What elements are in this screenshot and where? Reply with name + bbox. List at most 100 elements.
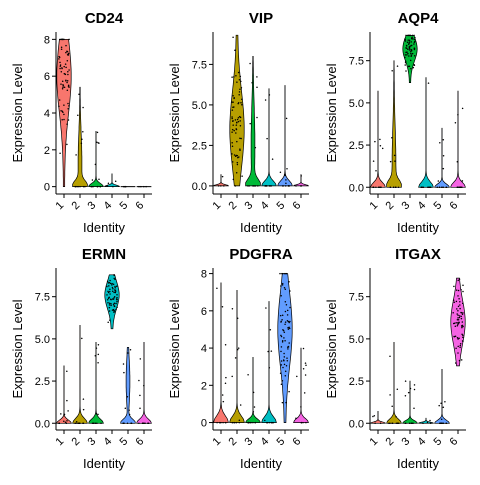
cell-point bbox=[461, 302, 464, 305]
cell-point bbox=[280, 320, 282, 323]
cell-point bbox=[232, 178, 235, 181]
cell-point bbox=[97, 413, 99, 416]
cell-point bbox=[280, 335, 283, 338]
violin-cd24-4 bbox=[104, 173, 120, 188]
cell-point bbox=[65, 51, 67, 54]
cell-point bbox=[380, 186, 382, 189]
cell-point bbox=[445, 422, 447, 425]
y-tick-label: 7.5 bbox=[192, 59, 207, 71]
cell-point bbox=[240, 101, 242, 104]
cell-point bbox=[407, 43, 410, 45]
cell-point bbox=[144, 422, 146, 425]
cell-point bbox=[410, 54, 413, 56]
cell-point bbox=[67, 119, 70, 121]
cell-point bbox=[280, 285, 282, 287]
cell-point bbox=[123, 185, 126, 188]
cell-point bbox=[281, 401, 284, 404]
cell-point bbox=[236, 154, 239, 157]
cell-point bbox=[240, 86, 243, 89]
cell-point bbox=[283, 286, 286, 289]
cell-point bbox=[440, 402, 442, 405]
cell-point bbox=[391, 136, 393, 139]
cell-point bbox=[217, 185, 220, 187]
cell-point bbox=[82, 398, 85, 400]
cell-point bbox=[404, 38, 406, 40]
cell-point bbox=[457, 323, 459, 326]
cell-point bbox=[59, 67, 61, 70]
y-axis-label: Expression Level bbox=[324, 299, 339, 398]
cell-point bbox=[65, 44, 67, 47]
cell-point bbox=[108, 310, 111, 312]
x-tick-label: 6 bbox=[133, 199, 146, 212]
cell-point bbox=[58, 422, 61, 425]
y-tick-label: 2.5 bbox=[349, 376, 364, 388]
cell-point bbox=[444, 401, 446, 403]
cell-point bbox=[287, 327, 289, 329]
cell-point bbox=[231, 131, 233, 133]
cell-point bbox=[67, 410, 69, 412]
cell-point bbox=[404, 64, 406, 66]
cell-point bbox=[238, 93, 240, 96]
y-tick-label: 6 bbox=[201, 306, 207, 318]
x-tick-label: 2 bbox=[383, 199, 396, 212]
cell-point bbox=[63, 65, 65, 68]
cell-point bbox=[224, 343, 227, 346]
cell-point bbox=[140, 185, 142, 188]
x-tick-label: 6 bbox=[447, 435, 460, 448]
violin-aqp4-5 bbox=[434, 127, 450, 189]
x-tick-label: 1 bbox=[367, 199, 380, 212]
cell-point bbox=[231, 109, 234, 111]
cell-point bbox=[457, 318, 460, 321]
cell-point bbox=[231, 161, 234, 163]
cell-point bbox=[79, 185, 81, 188]
cell-point bbox=[64, 421, 67, 424]
violin-vip-4 bbox=[261, 88, 277, 187]
cell-point bbox=[285, 303, 288, 306]
violin-pdgfra-3 bbox=[245, 357, 261, 424]
cell-point bbox=[233, 154, 236, 156]
x-tick-label: 4 bbox=[258, 199, 271, 212]
cell-point bbox=[143, 384, 145, 387]
x-tick-label: 1 bbox=[210, 435, 223, 448]
cell-point bbox=[405, 70, 407, 72]
cell-point bbox=[284, 370, 287, 372]
cell-point bbox=[281, 314, 284, 316]
x-tick-label: 4 bbox=[258, 435, 271, 448]
cell-point bbox=[66, 420, 68, 422]
cell-point bbox=[284, 288, 287, 290]
cell-point bbox=[454, 362, 457, 364]
cell-point bbox=[404, 394, 407, 397]
violin-aqp4-4 bbox=[418, 77, 434, 189]
cell-point bbox=[84, 185, 86, 188]
cell-point bbox=[63, 72, 66, 75]
cell-point bbox=[457, 352, 459, 354]
cell-point bbox=[459, 301, 461, 303]
cell-point bbox=[60, 413, 62, 415]
cell-point bbox=[236, 118, 239, 121]
violin-body bbox=[418, 77, 434, 188]
cell-point bbox=[111, 290, 114, 292]
cell-point bbox=[437, 180, 440, 182]
cell-point bbox=[410, 52, 412, 55]
cell-point bbox=[82, 422, 84, 425]
cell-point bbox=[68, 69, 70, 71]
cell-point bbox=[64, 73, 67, 76]
cell-point bbox=[232, 101, 234, 103]
cell-point bbox=[413, 407, 415, 409]
cell-point bbox=[239, 148, 241, 150]
cell-point bbox=[106, 298, 109, 301]
violin-cd24-3 bbox=[88, 131, 104, 188]
cell-point bbox=[58, 105, 60, 107]
cell-point bbox=[279, 272, 281, 275]
cell-point bbox=[456, 337, 459, 339]
cell-point bbox=[114, 180, 117, 183]
cell-point bbox=[283, 337, 285, 339]
cell-point bbox=[60, 83, 62, 85]
x-axis-label: Identity bbox=[397, 220, 439, 235]
cell-point bbox=[453, 301, 456, 304]
cell-point bbox=[375, 169, 377, 172]
cell-point bbox=[288, 326, 290, 328]
cell-point bbox=[235, 74, 237, 77]
cell-point bbox=[231, 141, 233, 144]
cell-point bbox=[141, 422, 144, 425]
